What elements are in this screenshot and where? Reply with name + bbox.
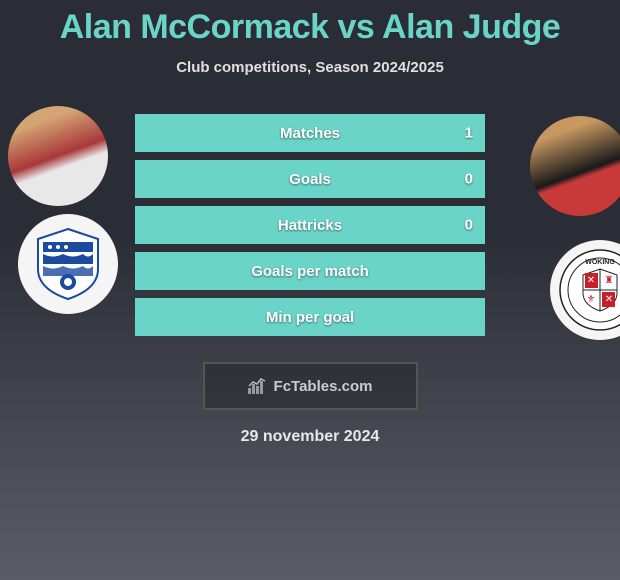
stat-value-right: 0 xyxy=(465,217,473,234)
player2-name: Alan Judge xyxy=(382,8,560,46)
date-line: 29 november 2024 xyxy=(0,428,620,446)
stat-bar-goals-per-match: Goals per match xyxy=(135,252,485,290)
svg-text:✕: ✕ xyxy=(587,275,595,286)
player1-avatar xyxy=(8,106,108,206)
subtitle: Club competitions, Season 2024/2025 xyxy=(0,59,620,76)
player2-avatar xyxy=(530,116,620,216)
player2-avatar-image xyxy=(530,116,620,216)
content-container: Alan McCormack vs Alan Judge Club compet… xyxy=(0,0,620,580)
player1-club-crest xyxy=(18,214,118,314)
svg-text:⚜: ⚜ xyxy=(587,294,596,305)
stat-bar-hattricks: Hattricks 0 xyxy=(135,206,485,244)
stat-value-right: 1 xyxy=(465,125,473,142)
stat-bar-min-per-goal: Min per goal xyxy=(135,298,485,336)
stat-label: Min per goal xyxy=(266,309,354,326)
svg-text:♜: ♜ xyxy=(605,275,614,286)
player1-avatar-image xyxy=(8,106,108,206)
brand-text: FcTables.com xyxy=(274,378,373,395)
crest-left-graphic xyxy=(18,214,118,314)
crest-right-graphic: WOKING ✕ ✕ ♜ ⚜ xyxy=(550,240,620,340)
svg-text:✕: ✕ xyxy=(605,294,613,305)
brand-box: FcTables.com xyxy=(203,362,418,410)
main-area: WOKING ✕ ✕ ♜ ⚜ Matches1Goals0Hattricks0G… xyxy=(0,106,620,346)
svg-text:WOKING: WOKING xyxy=(585,259,615,266)
stat-bars: Matches 1 Goals 0 Hattricks 0 Goals per match M… xyxy=(135,114,485,344)
stat-label: Goals xyxy=(289,171,331,188)
stat-label: Goals per match xyxy=(251,263,369,280)
stat-label: Matches xyxy=(280,125,340,142)
player2-club-crest: WOKING ✕ ✕ ♜ ⚜ xyxy=(550,240,620,340)
page-title: Alan McCormack vs Alan Judge xyxy=(0,0,620,47)
vs-text: vs xyxy=(329,8,382,46)
stat-value-right: 0 xyxy=(465,171,473,188)
woking-crest-icon: WOKING ✕ ✕ ♜ ⚜ xyxy=(559,249,620,331)
chart-icon xyxy=(248,378,268,394)
stat-bar-goals: Goals 0 xyxy=(135,160,485,198)
southend-crest-icon xyxy=(28,224,108,304)
player1-name: Alan McCormack xyxy=(60,8,329,46)
stat-label: Hattricks xyxy=(278,217,342,234)
stat-bar-matches: Matches 1 xyxy=(135,114,485,152)
